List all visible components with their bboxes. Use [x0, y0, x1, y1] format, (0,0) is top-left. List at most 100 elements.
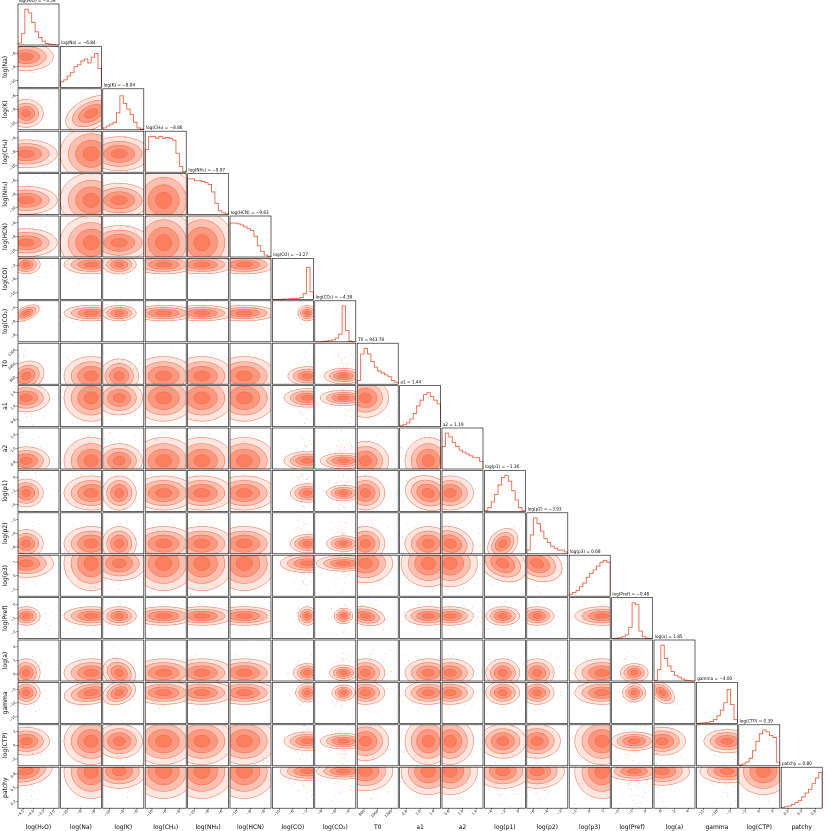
- ylabel-log_p1: log(p1): [2, 480, 9, 501]
- xlabel-log_nh3: log(NH₃): [195, 824, 220, 831]
- xtick-a1-1: 1.0: [415, 809, 422, 816]
- panel-a2-a2: a2 = 1.19: [442, 422, 483, 469]
- histogram-patchy: [781, 772, 822, 808]
- panel-gamma-log_pref: [612, 679, 653, 724]
- title-log_nh3: log(NH₃) = −9.97: [188, 167, 225, 172]
- xtick-log_p1-1: −2: [500, 809, 507, 816]
- panel-log_hcn-log_hcn: log(HCN) = −9.63: [230, 210, 271, 257]
- histogram-log_hcn: [230, 223, 271, 257]
- xtick-log_hcn-2: −6: [259, 809, 266, 816]
- ytick-log_pref-2: 0: [12, 602, 17, 607]
- ytick-log_a-1: 2: [12, 658, 16, 662]
- xtick-log_a-0: 0: [658, 809, 663, 814]
- ytick-log_p3-0: −1: [10, 587, 17, 594]
- ytick-log_nh3-2: −6: [10, 178, 17, 185]
- ytick-log_co-0: −10: [9, 290, 18, 299]
- xtick-gamma-1: −10: [710, 809, 719, 818]
- xtick-log_a-1: 2: [672, 809, 676, 813]
- title-log_p1: log(p1) = −1.36: [485, 464, 519, 469]
- title-log_ctp: log(CTP) = 0.39: [740, 719, 773, 724]
- panel-log_pref-log_p1: [480, 598, 530, 639]
- xtick-log_nh3-2: −6: [217, 809, 224, 816]
- ytick-log_ch4-0: −10: [9, 163, 18, 172]
- panel-frame: [315, 301, 356, 342]
- ytick-log_k-1: −8: [10, 107, 17, 114]
- xtick-log_k-2: −6: [132, 809, 139, 816]
- xtick-patchy-0: 0.2: [783, 809, 790, 816]
- histogram-log_pref: [612, 603, 653, 639]
- ytick-log_nh3-1: −8: [10, 191, 17, 198]
- histogram-log_co2: [315, 306, 356, 342]
- panel-log_pref-log_k: [94, 598, 145, 639]
- xtick-log_ctp-0: −2: [741, 809, 748, 816]
- ytick-log_co2-2: −4: [10, 305, 17, 312]
- panel-frame: [18, 4, 59, 45]
- xtick-a1-2: 1.4: [429, 809, 436, 816]
- xtick-gamma-0: −15: [697, 809, 705, 817]
- xtick-patchy-1: 0.5: [797, 809, 804, 816]
- ytick-log_p2-0: −6: [10, 544, 17, 551]
- ytick-log_p1-2: 0: [12, 475, 17, 480]
- ytick-gamma-0: −15: [9, 714, 17, 722]
- title-t0: T0 = 943.78: [357, 337, 384, 342]
- panel-log_k-log_k: log(K) = −8.04: [103, 83, 144, 130]
- title-a2: a2 = 1.19: [443, 422, 464, 427]
- histogram-log_na: [60, 53, 101, 87]
- panel-log_pref-log_pref: log(Pref) = −0.48: [612, 591, 653, 638]
- panel-patchy-log_ctp: −2 0 2: [735, 727, 794, 816]
- panel-log_h2o-log_h2o: log(H₂O) = −3.59: [18, 0, 59, 45]
- ylabel-log_co: log(CO): [2, 268, 9, 291]
- panel-gamma-log_h2o: −15−10−5: [4, 679, 59, 724]
- ytick-log_p2-1: −4: [10, 531, 17, 538]
- histogram-log_h2o: [18, 9, 59, 45]
- xtick-a2-2: 1.4: [471, 809, 478, 816]
- xlabel-log_co2: log(CO₂): [323, 824, 348, 831]
- ylabel-a1: a1: [2, 402, 9, 410]
- title-gamma: gamma = −4.00: [697, 676, 732, 681]
- title-log_p2: log(p2) = −3.93: [528, 507, 562, 512]
- xlabel-log_co: log(CO): [282, 824, 305, 831]
- ytick-log_pref-0: −2: [10, 630, 17, 637]
- ytick-log_hcn-2: −6: [10, 220, 17, 227]
- xlabel-log_p2: log(p2): [537, 824, 558, 831]
- ytick-a1-1: 1.0: [10, 403, 17, 410]
- title-log_a: log(a) = 1.85: [655, 634, 683, 639]
- xtick-log_pref-2: 0: [643, 809, 648, 814]
- title-patchy: patchy = 0.80: [782, 761, 812, 766]
- panel-log_co-log_co: log(CO) = −3.27: [272, 252, 313, 299]
- panel-log_na-log_na: log(Na) = −6.84: [60, 40, 101, 87]
- ylabel-log_ch4: log(CH₄): [2, 139, 9, 164]
- histogram-log_a: [654, 645, 695, 681]
- ytick-log_na-0: −10: [9, 78, 18, 87]
- panel-a1-a1: a1 = 1.44: [400, 379, 441, 426]
- ytick-log_co-1: −6: [10, 276, 17, 283]
- panel-log_co2-log_na: [46, 298, 147, 342]
- panel-log_ctp-log_pref: [611, 696, 658, 775]
- ytick-log_a-2: 4: [12, 644, 17, 649]
- title-log_hcn: log(HCN) = −9.63: [231, 210, 269, 215]
- panel-log_co-log_k: [91, 250, 154, 299]
- xtick-log_p3-2: 1: [601, 809, 605, 813]
- xtick-log_co2-1: −6: [330, 809, 337, 816]
- panel-frame: [272, 258, 313, 299]
- ylabel-log_co2: log(CO₂): [2, 309, 9, 334]
- xtick-log_p1-2: 0: [516, 809, 521, 814]
- panel-log_co2-log_co2: log(CO₂) = −4.38: [315, 295, 356, 342]
- xtick-log_co2-2: −4: [344, 809, 351, 816]
- xtick-log_p2-0: −6: [529, 809, 536, 816]
- ytick-a1-2: 1.4: [10, 390, 17, 397]
- panel-log_k-log_h2o: −10−8−6: [8, 89, 59, 133]
- xlabel-log_a: log(a): [666, 824, 684, 831]
- ytick-log_ch4-2: −6: [10, 135, 17, 142]
- panel-log_p1-log_co: [272, 461, 324, 516]
- xlabel-gamma: gamma: [705, 824, 728, 831]
- xtick-log_na-1: −8: [76, 809, 83, 816]
- xtick-a2-1: 1.0: [457, 809, 464, 816]
- xlabel-log_pref: log(Pref): [619, 824, 644, 831]
- ylabel-log_p2: log(p2): [2, 523, 9, 544]
- panel-log_ch4-log_ch4: log(CH₄) = −8.86: [145, 125, 186, 172]
- ytick-t0-2: 1200: [7, 347, 17, 357]
- panel-log_pref-log_co: [272, 598, 325, 639]
- histogram-log_ctp: [739, 730, 780, 766]
- xtick-log_nh3-1: −8: [203, 809, 210, 816]
